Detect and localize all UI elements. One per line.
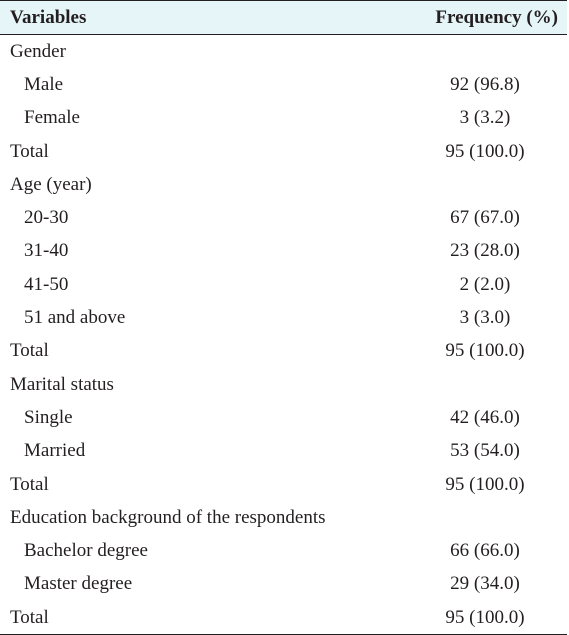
table-cell-value: 67 (67.0)	[260, 201, 567, 234]
value-text: 23 (28.0)	[450, 240, 520, 262]
table-cell-value: 95 (100.0)	[260, 468, 567, 501]
table-cell-value: 23 (28.0)	[260, 235, 567, 268]
value-text: 29 (34.0)	[450, 573, 520, 595]
table-row: 20-30 67 (67.0)	[0, 201, 567, 234]
value-text: 95 (100.0)	[445, 606, 525, 628]
table-row: Total 95 (100.0)	[0, 468, 567, 501]
table-row: 51 and above 3 (3.0)	[0, 301, 567, 334]
table-row: 41-50 2 (2.0)	[0, 268, 567, 301]
table-cell-value: 53 (54.0)	[260, 435, 567, 468]
table-row: Age (year)	[0, 168, 567, 201]
row-label: 20-30	[24, 207, 69, 229]
table-row: Education background of the respondents	[0, 501, 567, 534]
table-header: Variables Frequency (%)	[0, 0, 567, 35]
value-text: 3 (3.0)	[459, 307, 511, 329]
table-cell-value: 3 (3.2)	[260, 102, 567, 135]
table-row: Total 95 (100.0)	[0, 335, 567, 368]
table-cell-value	[260, 368, 567, 401]
table-row: 31-40 23 (28.0)	[0, 235, 567, 268]
total-label: Total	[10, 340, 49, 362]
value-text: 92 (96.8)	[450, 73, 520, 95]
category-label-education: Education background of the respondents	[10, 506, 326, 528]
total-label: Total	[0, 601, 260, 635]
row-label: Bachelor degree	[24, 540, 148, 562]
table-row: Male 92 (96.8)	[0, 68, 567, 101]
value-text: 66 (66.0)	[450, 540, 520, 562]
row-label: Female	[24, 107, 80, 129]
value-text: 95 (100.0)	[445, 473, 525, 495]
table-row: Married 53 (54.0)	[0, 435, 567, 468]
total-label: Total	[10, 473, 49, 495]
row-label: Married	[24, 440, 86, 462]
row-label: 51 and above	[24, 307, 126, 329]
table-row: Gender	[0, 35, 567, 69]
category-label-gender: Gender	[10, 40, 66, 62]
column-header-variables: Variables	[0, 0, 260, 35]
table-row: Female 3 (3.2)	[0, 102, 567, 135]
table-cell-value: 95 (100.0)	[260, 601, 567, 635]
table-body: Gender Male 92 (96.8) Female 3 (3.2) Tot…	[0, 35, 567, 635]
value-text: 53 (54.0)	[450, 440, 520, 462]
row-label: Master degree	[24, 573, 133, 595]
value-text: 2 (2.0)	[459, 273, 511, 295]
value-text: 95 (100.0)	[445, 340, 525, 362]
table-row: Total 95 (100.0)	[0, 601, 567, 635]
value-text: 67 (67.0)	[450, 207, 520, 229]
value-text: 3 (3.2)	[459, 107, 511, 129]
table-cell-value	[260, 35, 567, 69]
table-row: Single 42 (46.0)	[0, 401, 567, 434]
table-row: Total 95 (100.0)	[0, 135, 567, 168]
category-label-marital-status: Marital status	[10, 373, 114, 395]
table-cell-value: 95 (100.0)	[260, 335, 567, 368]
column-header-frequency: Frequency (%)	[260, 0, 567, 35]
header-row: Variables Frequency (%)	[0, 0, 567, 35]
table-cell-value: 42 (46.0)	[260, 401, 567, 434]
table-row: Bachelor degree 66 (66.0)	[0, 534, 567, 567]
value-text: 42 (46.0)	[450, 406, 520, 428]
value-text: 95 (100.0)	[445, 140, 525, 162]
table-cell-value: 3 (3.0)	[260, 301, 567, 334]
row-label: Male	[24, 73, 64, 95]
table-row: Master degree 29 (34.0)	[0, 568, 567, 601]
table-cell-value: 95 (100.0)	[260, 135, 567, 168]
table-cell-value: 2 (2.0)	[260, 268, 567, 301]
table-cell-value: 92 (96.8)	[260, 68, 567, 101]
total-label: Total	[10, 140, 49, 162]
table-row: Marital status	[0, 368, 567, 401]
table-cell-value	[260, 168, 567, 201]
row-label: 31-40	[24, 240, 69, 262]
table-cell-value: 66 (66.0)	[260, 534, 567, 567]
category-label-age: Age (year)	[10, 173, 92, 195]
row-label: 41-50	[24, 273, 69, 295]
row-label: Single	[24, 406, 73, 428]
table-cell-value: 29 (34.0)	[260, 568, 567, 601]
